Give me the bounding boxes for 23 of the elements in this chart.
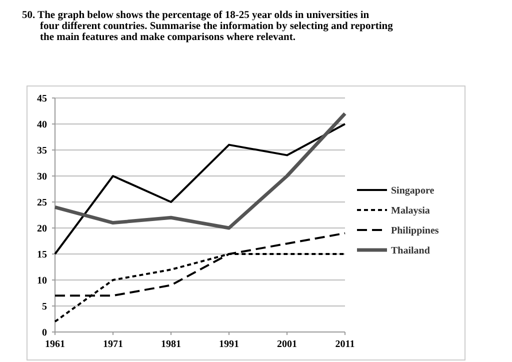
line-series	[54, 123, 346, 255]
x-tick-label: 2001	[277, 339, 297, 350]
legend-label: Thailand	[391, 246, 430, 256]
legend-label: Philippines	[391, 226, 439, 236]
y-tick-label: 10	[37, 276, 47, 286]
y-tick-label: 20	[37, 224, 47, 234]
x-tick-label: 1971	[103, 339, 123, 350]
y-tick-label: 5	[42, 302, 47, 312]
line-series	[53, 112, 347, 230]
x-tick-label: 1991	[219, 339, 239, 350]
x-tick-label: 2011	[335, 339, 355, 350]
y-tick-label: 30	[37, 172, 47, 182]
legend-label: Malaysia	[391, 206, 430, 216]
y-tick-label: 15	[37, 250, 47, 260]
legend-label: Singapore	[391, 186, 435, 196]
y-tick-label: 0	[42, 328, 47, 338]
y-tick-label: 40	[37, 120, 47, 130]
chart-title: 50. The graph below shows the percentage of 18-25 year olds in universities in four different countries. Summarise the information by selecting and reporting the main features and make comparisons where relevant.	[22, 10, 394, 43]
x-tick-label: 1981	[161, 339, 181, 350]
y-tick-label: 25	[37, 198, 47, 208]
y-tick-label: 45	[37, 94, 47, 104]
x-tick-label: 1961	[45, 339, 65, 350]
y-tick-label: 35	[37, 146, 47, 156]
